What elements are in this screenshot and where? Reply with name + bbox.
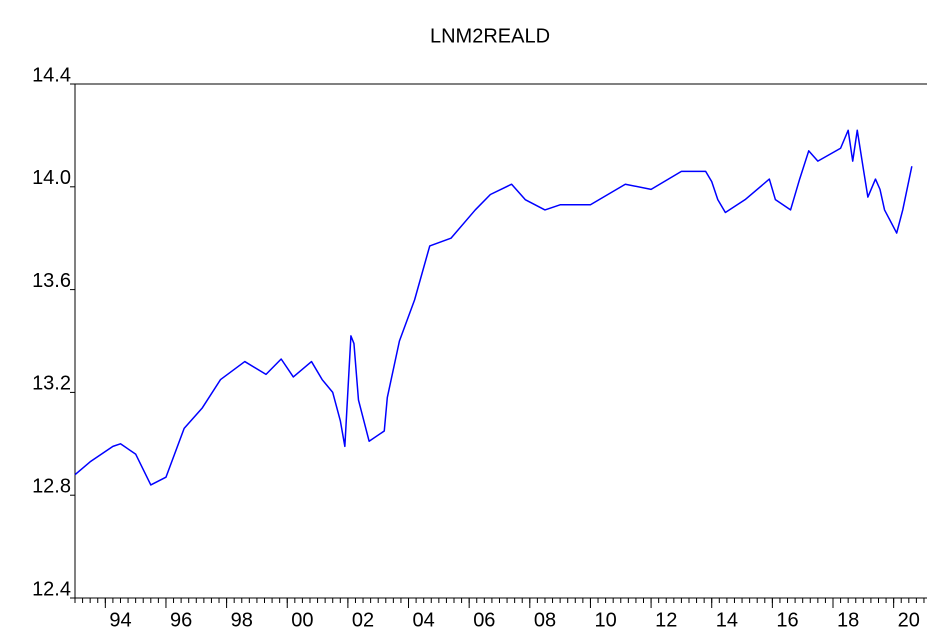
- x-tick-label: 14: [716, 609, 738, 631]
- x-tick-label: 04: [413, 609, 435, 631]
- data-line: [74, 129, 913, 486]
- x-tick-label: 10: [594, 609, 616, 631]
- x-tick-label: 00: [291, 609, 313, 631]
- x-tick-label: 08: [534, 609, 556, 631]
- y-tick-label: 14.4: [32, 64, 71, 86]
- y-tick-label: 14.0: [32, 167, 71, 189]
- x-tick-label: 02: [352, 609, 374, 631]
- x-tick-label: 98: [231, 609, 253, 631]
- y-tick-label: 13.2: [32, 373, 71, 395]
- y-tick-label: 13.6: [32, 270, 71, 292]
- x-tick-label: 20: [898, 609, 920, 631]
- x-tick-label: 18: [837, 609, 859, 631]
- x-tick-label: 12: [655, 609, 677, 631]
- x-tick-label: 16: [776, 609, 798, 631]
- chart-title: LNM2REALD: [430, 25, 550, 47]
- y-tick-label: 12.4: [32, 578, 71, 600]
- x-tick-label: 94: [109, 609, 131, 631]
- x-tick-label: 96: [170, 609, 192, 631]
- y-tick-label: 12.8: [32, 475, 71, 497]
- x-tick-label: 06: [473, 609, 495, 631]
